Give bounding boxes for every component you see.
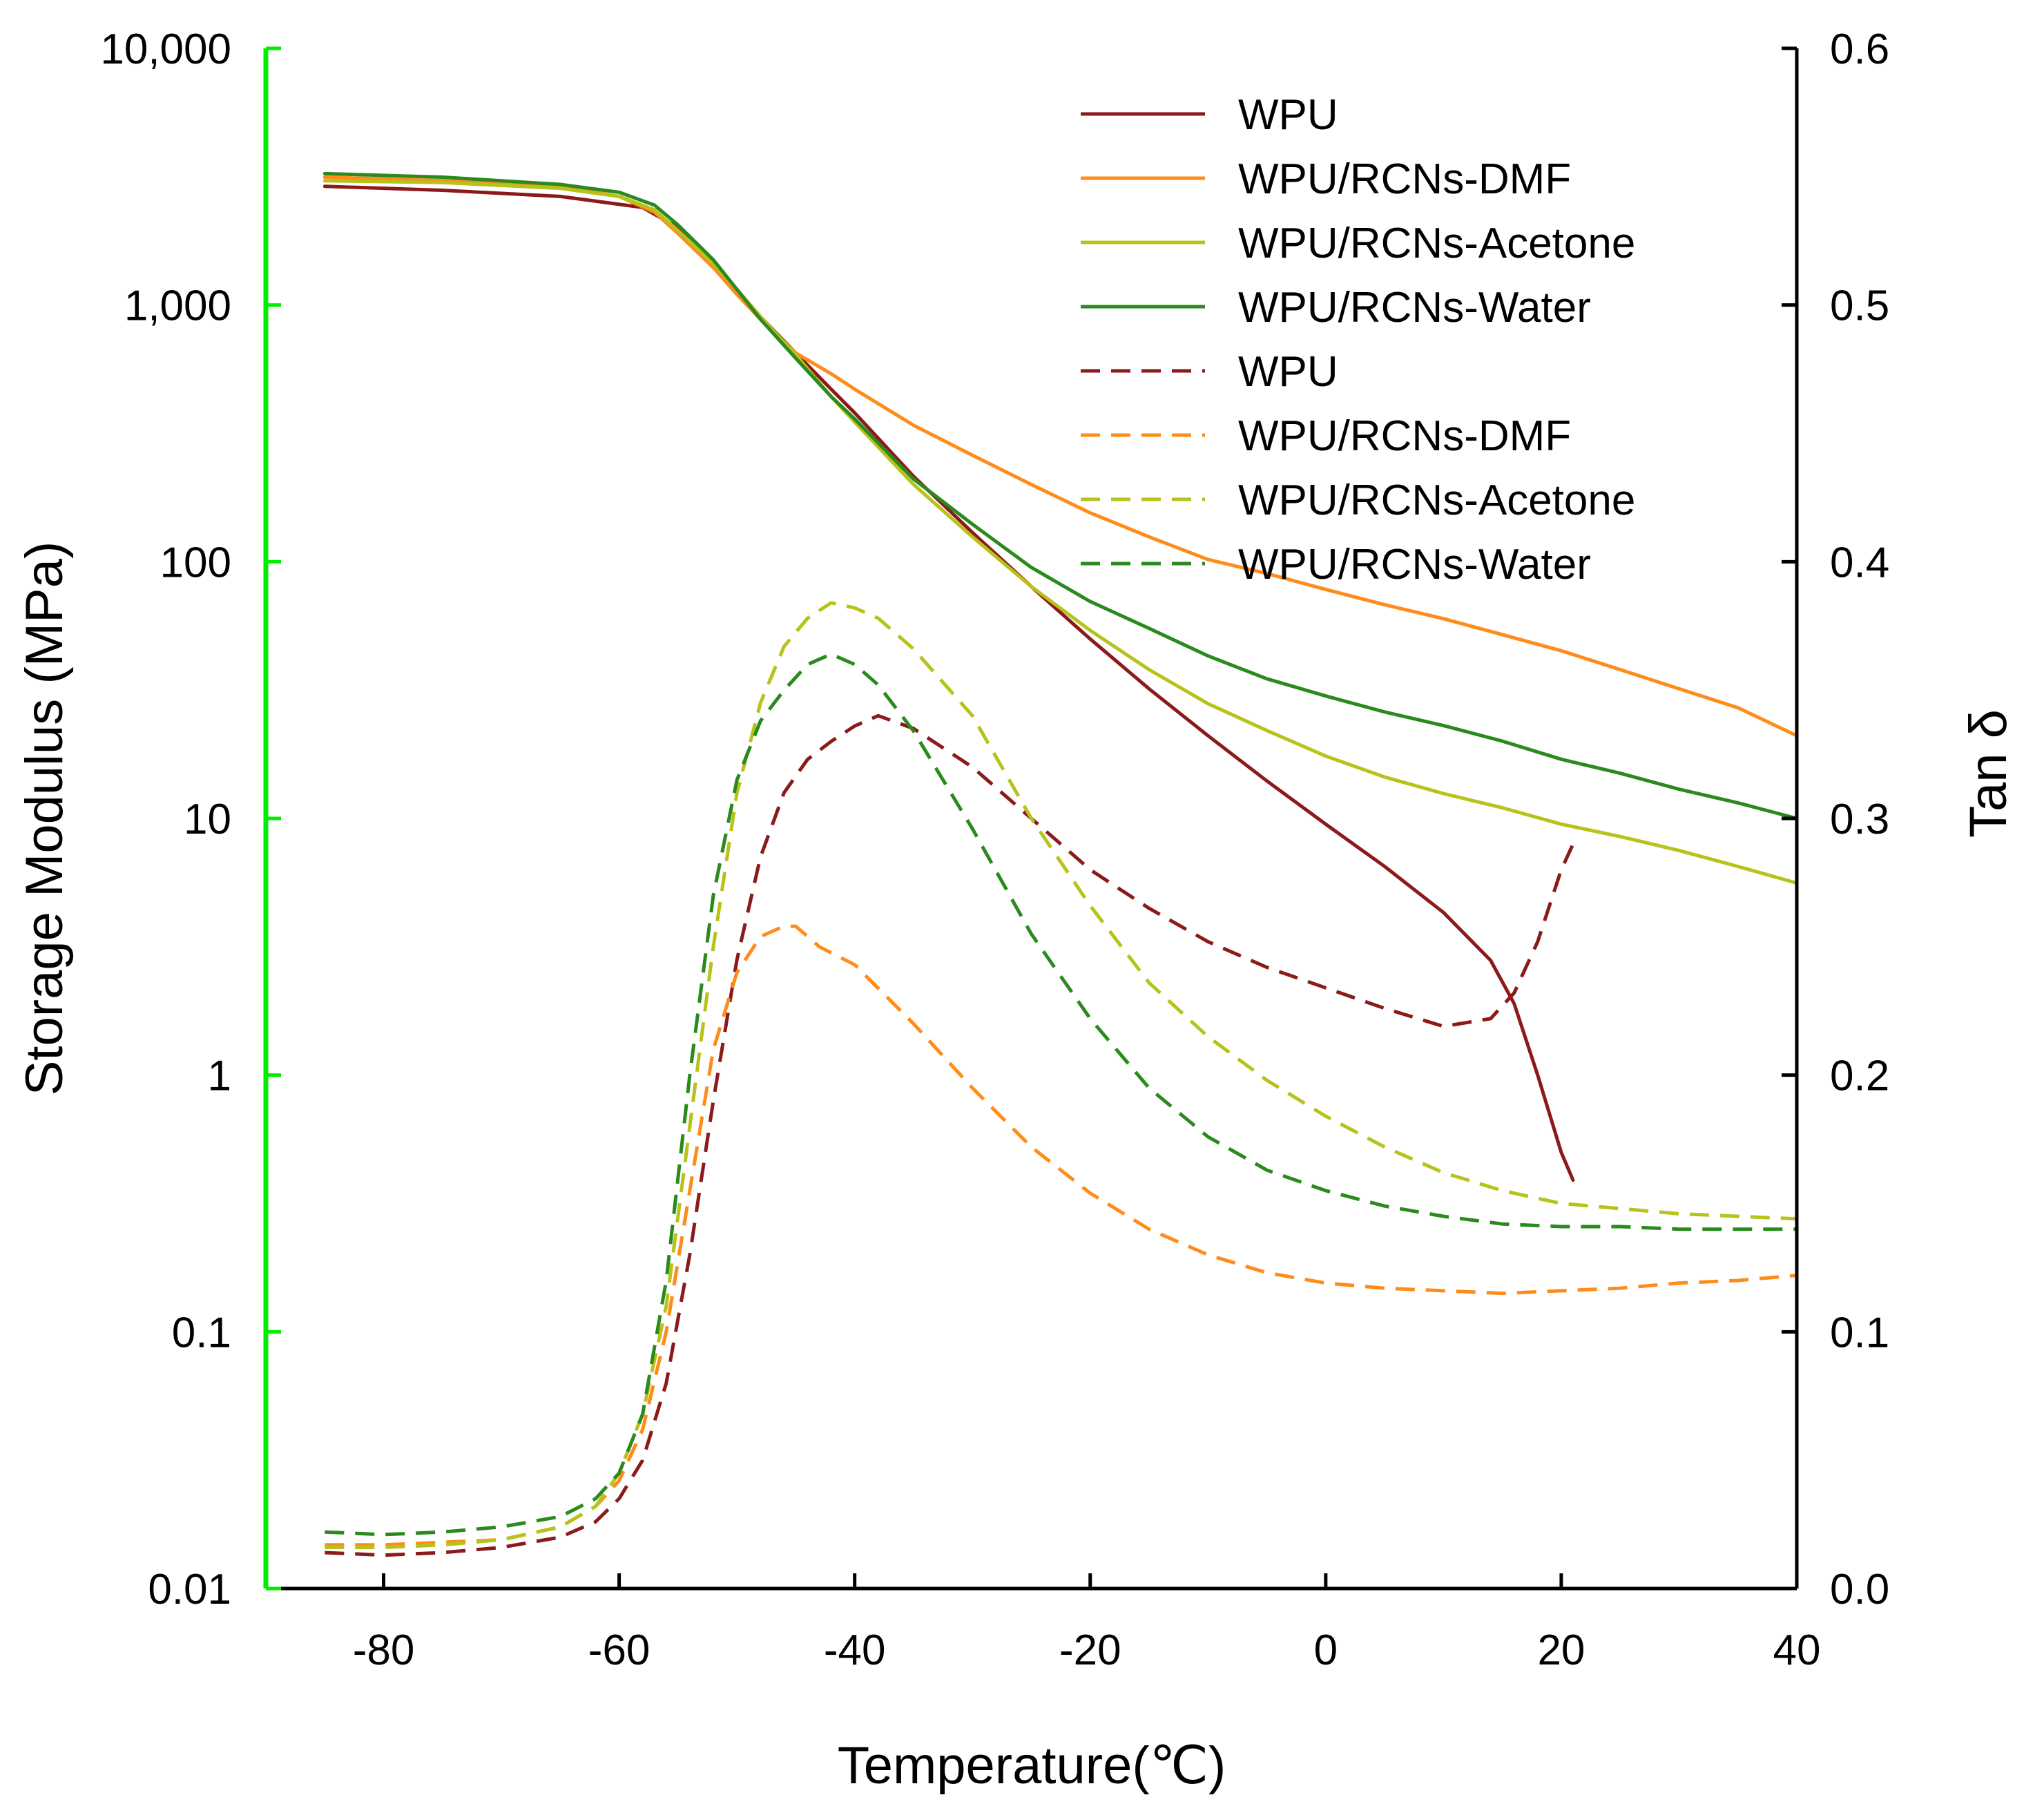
right-y-tick-label: 0.4 [1830,539,1889,586]
right-y-axis-title: Tan δ [1959,709,2018,838]
legend-label: WPU/RCNs-Acetone [1238,220,1635,267]
series-line-tan-delta-6 [325,601,1797,1549]
left-y-tick-label: 10,000 [100,26,231,73]
x-tick-label: 20 [1537,1627,1585,1674]
series-line-modulus-3 [322,171,1799,821]
series-line-modulus-2 [322,179,1799,885]
legend-label: WPU [1238,91,1338,139]
x-tick-label: -80 [353,1627,415,1674]
left-y-tick-label: 0.01 [148,1566,231,1613]
series-line-modulus-0 [322,184,1575,1182]
left-y-tick-label: 100 [160,539,231,586]
x-tick-label: -40 [824,1627,886,1674]
series-line-tan-delta-5 [325,924,1797,1547]
x-tick-label: 0 [1314,1627,1338,1674]
series-layer [322,171,1799,1557]
right-y-tick-label: 0.3 [1830,796,1889,843]
legend-label: WPU [1238,348,1338,396]
right-y-tick-label: 0.6 [1830,26,1889,73]
legend-label: WPU/RCNs-Water [1238,284,1591,332]
x-tick-label: -60 [588,1627,650,1674]
right-y-tick-label: 0.1 [1830,1309,1889,1356]
left-y-tick-label: 1 [208,1053,231,1100]
series-line-tan-delta-4 [325,713,1575,1557]
left-y-ticks: 0.01 0.1 1 10 100 1,000 10,000 [100,26,281,1613]
right-y-tick-label: 0.2 [1830,1053,1889,1100]
x-tick-label: -20 [1059,1627,1121,1674]
series-line-tan-delta-7 [325,652,1797,1537]
left-y-tick-label: 1,000 [124,282,231,330]
left-y-tick-label: 0.1 [172,1309,231,1356]
right-y-ticks: 0.0 0.1 0.2 0.3 0.4 0.5 0.6 [1782,26,1889,1613]
series-line-modulus-1 [322,175,1799,738]
left-y-axis-title: Storage Modulus (MPa) [15,541,74,1096]
left-y-tick-label: 10 [184,796,231,843]
legend-label: WPU/RCNs-Water [1238,541,1591,588]
x-tick-label: 40 [1773,1627,1821,1674]
legend-label: WPU/RCNs-Acetone [1238,477,1635,524]
right-y-tick-label: 0.5 [1830,282,1889,330]
right-y-tick-label: 0.0 [1830,1566,1889,1613]
x-ticks: -80 -60 -40 -20 0 20 40 [353,1573,1821,1674]
legend-label: WPU/RCNs-DMF [1238,412,1571,460]
legend: WPU WPU/RCNs-DMF WPU/RCNs-Acetone WPU/RCNs-… [1081,91,1635,588]
legend-label: WPU/RCNs-DMF [1238,155,1571,203]
x-axis-title: Temperature(℃) [838,1736,1226,1795]
